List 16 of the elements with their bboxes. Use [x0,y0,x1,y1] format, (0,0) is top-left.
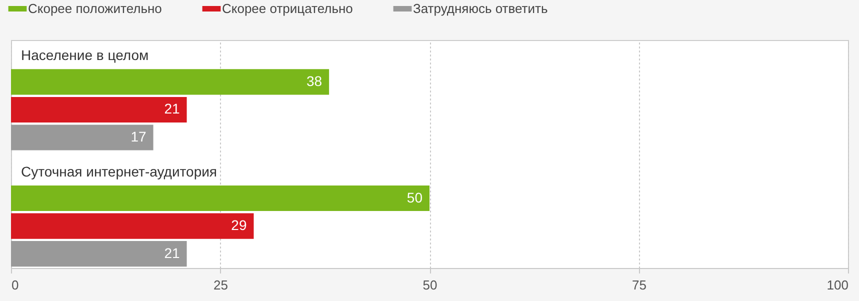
data-label: 50 [406,189,423,206]
y-tick-label: Суточная интернет-аудитория [21,163,218,180]
legend-label: Скорее отрицательно [222,0,353,16]
x-tick-label: 50 [422,278,438,292]
x-tick-label: 25 [214,278,228,292]
x-tick-label: 100 [826,278,848,292]
x-tick-label: 0 [12,278,19,292]
legend-label: Скорее положительно [28,0,162,16]
y-tick-label: Население в целом [21,47,149,64]
data-label: 29 [231,217,247,234]
x-tick-label: 75 [632,278,646,292]
data-label: 21 [164,244,180,261]
data-label: 38 [306,72,322,89]
data-label: 21 [164,100,180,117]
legend-label: Затрудняюсь ответить [413,0,548,16]
data-label: 17 [130,128,146,145]
